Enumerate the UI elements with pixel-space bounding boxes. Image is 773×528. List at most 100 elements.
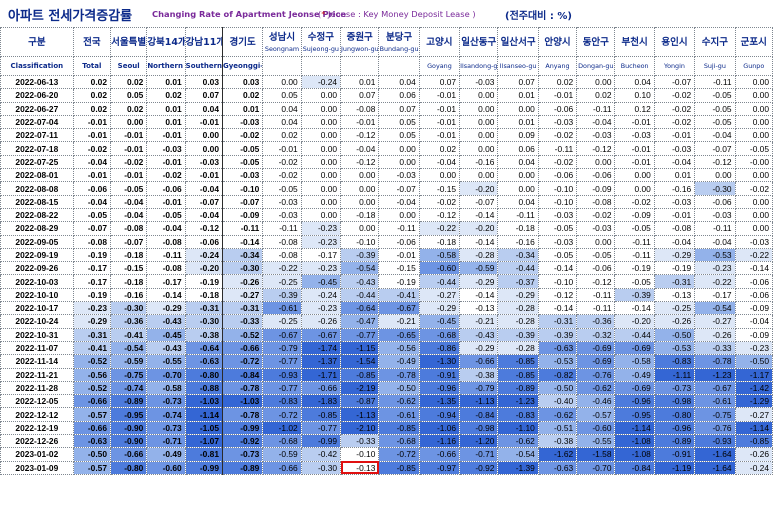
col-header-korean: 고양시	[426, 36, 453, 48]
table-cell: 0.00	[300, 168, 342, 183]
table-cell: -0.58	[614, 354, 655, 369]
table-cell: 0.05	[262, 88, 302, 103]
table-cell: -0.68	[378, 434, 420, 449]
table-cell: -0.14	[459, 207, 499, 223]
table-row: 2022-11-14 -0.52 -0.59 -0.55 -0.63 -0.72 -0.77…	[0, 354, 773, 369]
table-cell: -0.90	[109, 434, 148, 449]
table-cell: -0.59	[109, 354, 148, 369]
table-cell: 0.00	[300, 181, 342, 196]
table-cell: -0.18	[497, 221, 539, 236]
table-cell: -0.06	[537, 168, 578, 183]
table-cell: -0.11	[537, 141, 578, 156]
table-cell: 0.00	[459, 88, 499, 103]
table-cell: -0.08	[109, 221, 148, 236]
table-row: 2022-10-10 -0.19 -0.16 -0.14 -0.18 -0.27 -0.39…	[0, 287, 773, 303]
table-cell: -0.98	[653, 394, 696, 409]
table-cell: -0.70	[146, 367, 186, 382]
table-cell: -1.14	[614, 420, 655, 436]
table-cell: -0.63	[537, 340, 578, 356]
table-cell: -1.23	[694, 367, 736, 382]
table-cell: -0.18	[109, 274, 148, 289]
table-cell: -0.99	[184, 460, 223, 475]
note-open: (	[318, 9, 322, 19]
table-cell: -0.02	[576, 207, 616, 223]
table-row: 2022-12-05 -0.66 -0.89 -0.73 -1.03 -1.03 -0.83…	[0, 394, 773, 409]
table-cell: 0.07	[184, 88, 223, 103]
table-cell: -0.06	[146, 181, 186, 196]
table-cell: 0.00	[300, 207, 342, 223]
table-cell: -0.55	[146, 354, 186, 369]
table-cell: -0.71	[459, 447, 499, 462]
table-cell: -0.84	[614, 460, 655, 475]
table-cell: -0.51	[537, 420, 578, 436]
table-cell: -0.11	[694, 74, 736, 90]
col-header-korean: 강남11개	[185, 36, 223, 48]
table-row: 2022-10-17 -0.23 -0.30 -0.29 -0.31 -0.31 -0.61…	[0, 301, 773, 316]
table-cell: -0.17	[72, 261, 111, 276]
table-cell: -0.45	[418, 314, 461, 329]
table-cell: -0.05	[221, 154, 264, 170]
table-cell: -0.23	[300, 261, 342, 276]
table-cell: -0.66	[221, 340, 264, 356]
table-cell: -0.47	[340, 314, 380, 329]
table-cell: -0.67	[694, 380, 736, 396]
table-cell: -0.01	[146, 128, 186, 143]
table-cell: -1.10	[497, 420, 539, 436]
table-cell: -0.88	[184, 380, 223, 396]
table-cell: -0.04	[653, 154, 696, 170]
col-header-korean: 성남시	[268, 31, 296, 43]
table-cell: -0.75	[109, 367, 148, 382]
table-cell: -0.11	[614, 247, 655, 263]
table-cell: -0.01	[146, 154, 186, 170]
table-cell: -0.02	[614, 194, 655, 209]
table-cell: -0.13	[340, 460, 380, 475]
table-cell: -0.33	[340, 434, 380, 449]
table-cell: -0.03	[459, 74, 499, 90]
table-cell: -0.01	[418, 101, 461, 116]
table-cell: 0.01	[221, 101, 264, 116]
table-cell: -0.07	[694, 141, 736, 156]
table-cell: -1.30	[418, 354, 461, 369]
table-cell: -0.56	[378, 340, 420, 356]
table-cell: -0.28	[497, 301, 539, 316]
table-cell: 0.01	[146, 101, 186, 116]
table-cell: 0.00	[300, 154, 342, 170]
table-cell: -0.49	[378, 354, 420, 369]
table-cell: -0.76	[576, 367, 616, 382]
table-cell: -0.20	[184, 261, 223, 276]
table-cell: -0.91	[653, 447, 696, 462]
table-cell: 0.07	[340, 88, 380, 103]
table-cell: -0.44	[497, 261, 539, 276]
table-cell: -0.44	[340, 287, 380, 303]
table-row: 2022-09-19 -0.19 -0.18 -0.11 -0.24 -0.34 -0.08…	[0, 247, 773, 263]
table-cell: 0.01	[653, 168, 696, 183]
table-cell: -0.01	[614, 141, 655, 156]
col-header-korean: 수정구	[307, 31, 334, 43]
table-cell: 0.00	[734, 194, 773, 209]
col-header-sub: Bundang-gu	[379, 44, 419, 53]
table-cell: 0.00	[734, 221, 773, 236]
row-date: 2022-09-26	[0, 261, 74, 276]
col-header-korean: 분당구	[385, 31, 413, 43]
col-header-english: Suji-gu	[694, 56, 736, 76]
table-cell: -0.64	[184, 340, 223, 356]
table-cell: -0.41	[378, 287, 420, 303]
table-cell: -0.61	[378, 407, 420, 422]
table-cell: -0.01	[653, 128, 696, 143]
table-cell: -0.39	[340, 247, 380, 263]
table-cell: -0.03	[576, 128, 616, 143]
table-cell: -0.03	[734, 234, 773, 249]
table-cell: -0.02	[653, 101, 696, 116]
table-row: 2022-10-24 -0.29 -0.36 -0.43 -0.30 -0.33 -0.25…	[0, 314, 773, 329]
table-cell: -0.07	[221, 194, 264, 209]
table-cell: -1.15	[340, 340, 380, 356]
table-cell: -0.60	[146, 460, 186, 475]
table-cell: -0.84	[459, 407, 499, 422]
table-cell: -0.26	[653, 314, 696, 329]
table-cell: -0.97	[418, 460, 461, 475]
table-cell: -0.03	[184, 154, 223, 170]
table-cell: -0.50	[72, 447, 111, 462]
table-row: 2022-08-22 -0.05 -0.04 -0.05 -0.04 -0.09 -0.03…	[0, 207, 773, 223]
table-cell: -0.10	[340, 234, 380, 249]
table-cell: -0.22	[734, 247, 773, 263]
